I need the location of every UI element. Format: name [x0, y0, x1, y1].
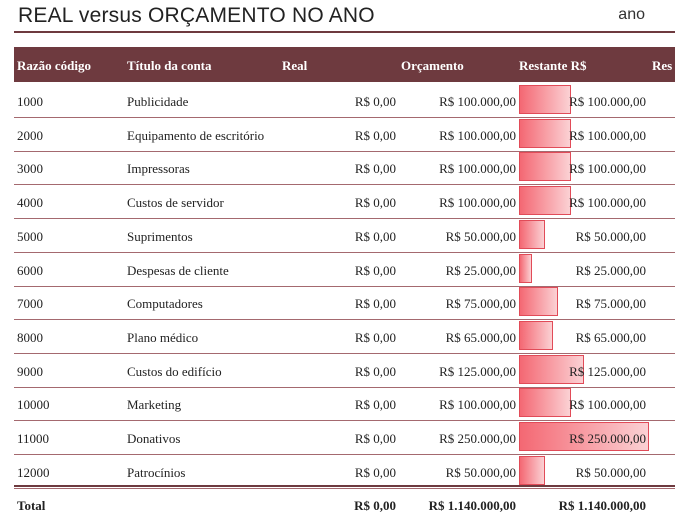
- table-row[interactable]: 7000 Computadores R$ 0,00 R$ 75.000,00 R$ 75…: [14, 285, 675, 321]
- real-value: R$ 0,00: [354, 397, 396, 413]
- total-budget: R$ 1.140.000,00: [428, 498, 516, 513]
- account-code: 7000: [17, 296, 43, 312]
- remaining-value: R$ 125.000,00: [569, 363, 646, 379]
- column-header-title[interactable]: Título da conta: [127, 58, 212, 73]
- account-code: 6000: [17, 262, 43, 278]
- table-row[interactable]: 12000 Patrocínios R$ 0,00 R$ 50.000,00 R$ 50…: [14, 454, 675, 489]
- real-value: R$ 0,00: [354, 161, 396, 177]
- remaining-value: R$ 50.000,00: [575, 228, 646, 244]
- table-row[interactable]: 1000 Publicidade R$ 0,00 R$ 100.000,00 R$ 10…: [14, 83, 675, 118]
- column-header-real[interactable]: Real: [282, 58, 308, 73]
- table-header: Razão código Título da conta Real Orçame…: [14, 47, 675, 82]
- account-title: Custos de servidor: [127, 195, 224, 211]
- table-row[interactable]: 2000 Equipamento de escritório R$ 0,00 R$ 1…: [14, 117, 675, 152]
- real-value: R$ 0,00: [354, 363, 396, 379]
- real-value: R$ 0,00: [354, 228, 396, 244]
- real-value: R$ 0,00: [354, 262, 396, 278]
- budget-value: R$ 100.000,00: [439, 195, 516, 211]
- real-value: R$ 0,00: [354, 329, 396, 345]
- account-code: 11000: [17, 431, 50, 446]
- budget-value: R$ 100.000,00: [439, 161, 516, 177]
- table-row[interactable]: 4000 Custos de servidor R$ 0,00 R$ 100.000,…: [14, 184, 675, 220]
- remaining-bar: [519, 455, 545, 485]
- account-title: Suprimentos: [127, 228, 193, 244]
- remaining-value: R$ 100.000,00: [569, 161, 646, 177]
- remaining-bar: [519, 85, 571, 114]
- remaining-value: R$ 100.000,00: [569, 397, 646, 413]
- account-code: 4000: [17, 195, 43, 211]
- account-title: Despesas de cliente: [127, 262, 229, 278]
- table-row[interactable]: 8000 Plano médico R$ 0,00 R$ 65.000,00 R$ 65…: [14, 319, 675, 354]
- year-label: ano: [618, 6, 645, 23]
- account-title: Custos do edifício: [127, 363, 222, 379]
- table-row[interactable]: 3000 Impressoras R$ 0,00 R$ 100.000,00 R$ 10…: [14, 150, 675, 186]
- column-header-budget[interactable]: Orçamento: [401, 58, 464, 73]
- remaining-bar: [519, 186, 571, 216]
- real-value: R$ 0,00: [354, 94, 396, 109]
- remaining-bar: [519, 287, 558, 317]
- account-code: 12000: [17, 464, 50, 480]
- total-real: R$ 0,00: [354, 498, 396, 513]
- account-code: 3000: [17, 161, 43, 177]
- budget-value: R$ 25.000,00: [445, 262, 516, 278]
- account-title: Plano médico: [127, 329, 199, 345]
- real-value: R$ 0,00: [354, 127, 396, 143]
- account-code: 5000: [17, 228, 43, 244]
- table-row[interactable]: 5000 Suprimentos R$ 0,00 R$ 50.000,00 R$ 50.…: [14, 218, 675, 253]
- remaining-value: R$ 250.000,00: [569, 431, 646, 446]
- real-value: R$ 0,00: [354, 431, 396, 446]
- column-header-remaining[interactable]: Restante R$: [519, 58, 587, 73]
- remaining-value: R$ 75.000,00: [575, 296, 646, 312]
- remaining-bar: [519, 422, 649, 451]
- table-row[interactable]: 10000 Marketing R$ 0,00 R$ 100.000,00 R$ 100…: [14, 386, 675, 422]
- budget-value: R$ 100.000,00: [439, 127, 516, 143]
- account-code: 1000: [17, 94, 43, 109]
- remaining-bar: [519, 253, 532, 283]
- remaining-value: R$ 25.000,00: [575, 262, 646, 278]
- account-title: Computadores: [127, 296, 203, 312]
- account-title: Publicidade: [127, 94, 189, 109]
- budget-value: R$ 250.000,00: [439, 431, 516, 446]
- real-value: R$ 0,00: [354, 296, 396, 312]
- budget-value: R$ 125.000,00: [439, 363, 516, 379]
- total-row: Total R$ 0,00 R$ 1.140.000,00 R$ 1.140.0…: [14, 485, 675, 522]
- total-remaining: R$ 1.140.000,00: [558, 498, 646, 513]
- remaining-bar: [519, 118, 571, 148]
- remaining-bar: [519, 354, 584, 384]
- account-code: 9000: [17, 363, 43, 379]
- remaining-bar: [519, 219, 545, 249]
- column-header-code[interactable]: Razão código: [17, 58, 92, 73]
- real-value: R$ 0,00: [354, 195, 396, 211]
- column-header-extra[interactable]: Res: [652, 58, 673, 73]
- budget-value: R$ 75.000,00: [445, 296, 516, 312]
- budget-value: R$ 100.000,00: [439, 94, 516, 109]
- budget-value: R$ 65.000,00: [445, 329, 516, 345]
- account-code: 10000: [17, 397, 50, 413]
- account-title: Patrocínios: [127, 464, 186, 480]
- account-code: 2000: [17, 127, 43, 143]
- budget-value: R$ 50.000,00: [445, 228, 516, 244]
- title-divider: [14, 31, 675, 33]
- account-title: Marketing: [127, 397, 182, 413]
- table-row[interactable]: 11000 Donativos R$ 0,00 R$ 250.000,00 R$ 250…: [14, 420, 675, 455]
- remaining-value: R$ 100.000,00: [569, 195, 646, 211]
- remaining-bar: [519, 152, 571, 182]
- remaining-bar: [519, 320, 553, 350]
- remaining-value: R$ 50.000,00: [575, 464, 646, 480]
- budget-value: R$ 50.000,00: [445, 464, 516, 480]
- account-title: Equipamento de escritório: [127, 127, 265, 143]
- table-row[interactable]: 9000 Custos do edifício R$ 0,00 R$ 125.000,…: [14, 353, 675, 388]
- remaining-bar: [519, 388, 571, 418]
- remaining-value: R$ 100.000,00: [569, 127, 646, 143]
- account-title: Impressoras: [127, 161, 190, 177]
- budget-value: R$ 100.000,00: [439, 397, 516, 413]
- account-code: 8000: [17, 329, 43, 345]
- remaining-value: R$ 65.000,00: [575, 329, 646, 345]
- account-title: Donativos: [127, 431, 181, 446]
- real-value: R$ 0,00: [354, 464, 396, 480]
- page-title: REAL versus ORÇAMENTO NO ANO: [18, 4, 375, 27]
- remaining-value: R$ 100.000,00: [569, 94, 646, 109]
- total-label: Total: [17, 498, 46, 513]
- table-row[interactable]: 6000 Despesas de cliente R$ 0,00 R$ 25.000,…: [14, 252, 675, 287]
